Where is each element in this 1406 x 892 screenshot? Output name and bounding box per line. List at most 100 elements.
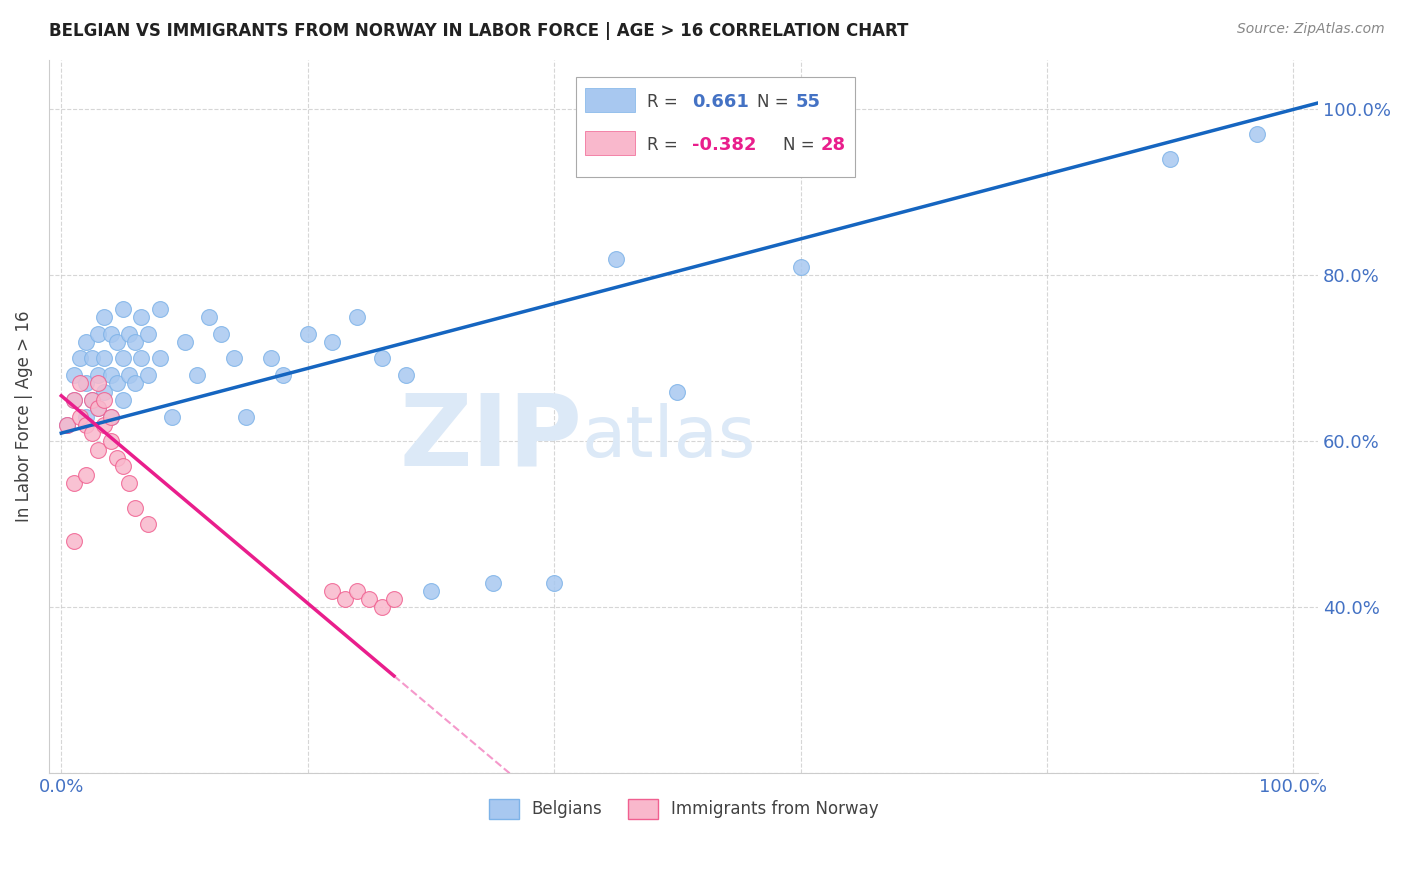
- Point: [222, 351, 245, 366]
- Point: [321, 334, 343, 349]
- Point: [69, 409, 91, 424]
- Y-axis label: In Labor Force | Age > 16: In Labor Force | Age > 16: [15, 310, 32, 522]
- Point: [62, 534, 84, 549]
- Point: [105, 450, 128, 465]
- Point: [82, 426, 104, 441]
- Point: [87, 376, 110, 391]
- Point: [131, 351, 153, 366]
- Point: [69, 376, 91, 391]
- Point: [1159, 152, 1181, 166]
- Point: [395, 368, 418, 382]
- Point: [118, 326, 141, 341]
- Point: [82, 392, 104, 407]
- Point: [149, 351, 172, 366]
- Point: [105, 334, 128, 349]
- Point: [136, 368, 159, 382]
- Point: [87, 326, 110, 341]
- Point: [1246, 128, 1268, 142]
- Point: [69, 351, 91, 366]
- Text: 28: 28: [821, 136, 846, 153]
- Point: [136, 517, 159, 532]
- Point: [211, 326, 233, 341]
- Point: [321, 583, 343, 598]
- Point: [111, 392, 134, 407]
- Point: [100, 368, 122, 382]
- Point: [420, 583, 443, 598]
- Point: [111, 301, 134, 316]
- Text: -0.382: -0.382: [692, 136, 756, 153]
- Point: [382, 592, 405, 607]
- Point: [87, 401, 110, 416]
- Point: [235, 409, 257, 424]
- Point: [136, 326, 159, 341]
- Point: [173, 334, 195, 349]
- FancyBboxPatch shape: [575, 78, 855, 178]
- Text: ZIP: ZIP: [399, 390, 582, 486]
- Point: [87, 368, 110, 382]
- Point: [93, 384, 115, 399]
- Point: [82, 351, 104, 366]
- Point: [186, 368, 208, 382]
- Point: [93, 351, 115, 366]
- Point: [118, 475, 141, 490]
- Point: [297, 326, 319, 341]
- Point: [75, 467, 97, 482]
- Point: [56, 417, 79, 432]
- Point: [111, 459, 134, 474]
- Point: [56, 417, 79, 432]
- Text: R =: R =: [647, 136, 678, 153]
- Text: N =: N =: [783, 136, 814, 153]
- Point: [346, 310, 368, 324]
- Point: [118, 368, 141, 382]
- Point: [666, 384, 689, 399]
- Point: [105, 376, 128, 391]
- Text: Source: ZipAtlas.com: Source: ZipAtlas.com: [1237, 22, 1385, 37]
- Point: [93, 310, 115, 324]
- Text: BELGIAN VS IMMIGRANTS FROM NORWAY IN LABOR FORCE | AGE > 16 CORRELATION CHART: BELGIAN VS IMMIGRANTS FROM NORWAY IN LAB…: [49, 22, 908, 40]
- Point: [543, 575, 565, 590]
- Text: 55: 55: [796, 93, 820, 111]
- Point: [87, 401, 110, 416]
- Point: [111, 351, 134, 366]
- Point: [346, 583, 368, 598]
- Point: [62, 392, 84, 407]
- Point: [370, 351, 392, 366]
- Point: [87, 442, 110, 457]
- Text: atlas: atlas: [582, 403, 756, 473]
- Point: [260, 351, 283, 366]
- Text: 0.661: 0.661: [692, 93, 749, 111]
- Point: [149, 301, 172, 316]
- Point: [789, 260, 811, 274]
- Point: [100, 326, 122, 341]
- Text: R =: R =: [647, 93, 678, 111]
- Point: [124, 376, 146, 391]
- FancyBboxPatch shape: [585, 131, 636, 155]
- Text: N =: N =: [758, 93, 789, 111]
- FancyBboxPatch shape: [585, 88, 636, 112]
- Point: [82, 392, 104, 407]
- Point: [62, 368, 84, 382]
- Point: [100, 409, 122, 424]
- Point: [75, 334, 97, 349]
- Point: [605, 252, 627, 266]
- Point: [75, 376, 97, 391]
- Point: [333, 592, 356, 607]
- Point: [75, 409, 97, 424]
- Point: [124, 334, 146, 349]
- Point: [198, 310, 221, 324]
- Point: [131, 310, 153, 324]
- Point: [75, 417, 97, 432]
- Point: [271, 368, 294, 382]
- Point: [370, 600, 392, 615]
- Point: [93, 392, 115, 407]
- Point: [100, 409, 122, 424]
- Point: [481, 575, 503, 590]
- Point: [100, 434, 122, 449]
- Point: [160, 409, 183, 424]
- Point: [62, 392, 84, 407]
- Point: [124, 500, 146, 515]
- Point: [93, 417, 115, 432]
- Point: [62, 475, 84, 490]
- Point: [359, 592, 381, 607]
- Legend: Belgians, Immigrants from Norway: Belgians, Immigrants from Norway: [482, 792, 886, 826]
